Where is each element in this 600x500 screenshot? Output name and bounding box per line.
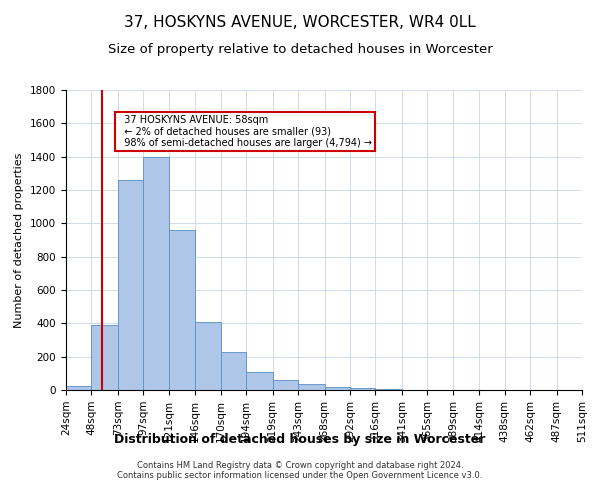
Bar [221, 352, 246, 390]
Text: Contains HM Land Registry data © Crown copyright and database right 2024.
Contai: Contains HM Land Registry data © Crown c… [118, 460, 482, 480]
Bar [195, 322, 221, 390]
Y-axis label: Number of detached properties: Number of detached properties [14, 152, 25, 328]
Bar [350, 388, 376, 390]
Bar [169, 230, 195, 390]
Bar [91, 325, 118, 390]
Bar [298, 384, 325, 390]
Text: 37, HOSKYNS AVENUE, WORCESTER, WR4 0LL: 37, HOSKYNS AVENUE, WORCESTER, WR4 0LL [124, 15, 476, 30]
Bar [325, 386, 350, 390]
Text: Distribution of detached houses by size in Worcester: Distribution of detached houses by size … [115, 432, 485, 446]
Bar [143, 156, 169, 390]
Text: Size of property relative to detached houses in Worcester: Size of property relative to detached ho… [107, 42, 493, 56]
Bar [246, 372, 272, 390]
Bar [118, 180, 143, 390]
Bar [376, 389, 402, 390]
Text: 37 HOSKYNS AVENUE: 58sqm
  ← 2% of detached houses are smaller (93)
  98% of sem: 37 HOSKYNS AVENUE: 58sqm ← 2% of detache… [118, 115, 372, 148]
Bar [272, 380, 298, 390]
Bar [66, 386, 91, 390]
